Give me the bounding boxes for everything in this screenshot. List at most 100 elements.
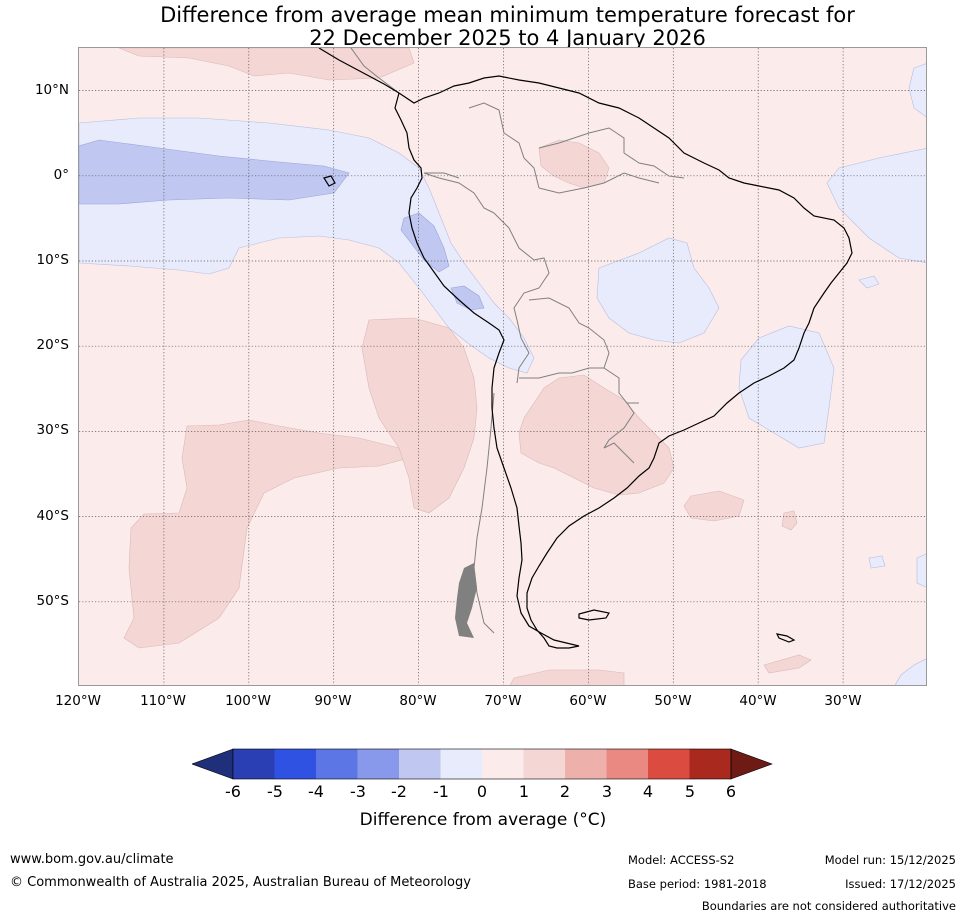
- colorbar-tick-label: 2: [559, 782, 571, 801]
- country-borders: [350, 48, 685, 634]
- lat-label-10s: 10°S: [36, 252, 70, 268]
- colorbar-bin: [689, 749, 731, 779]
- lon-label-100w: 100°W: [225, 693, 271, 709]
- colorbar-bin: [648, 749, 690, 779]
- cool-region-atlantic-small-1: [858, 275, 880, 289]
- lon-label-80w: 80°W: [399, 693, 437, 709]
- colorbar-bin: [274, 749, 316, 779]
- border-central-america: [350, 48, 400, 94]
- border-venezuela-guyana: [538, 127, 625, 153]
- colorbar-bin: [440, 749, 482, 779]
- border-colombia-venezuela: [468, 102, 540, 189]
- patagonia-islands: [455, 563, 477, 638]
- footer-model-run: Model run: 15/12/2025: [824, 853, 956, 867]
- cool-region-atlantic-ne: [908, 63, 926, 117]
- colorbar-label: Difference from average (°C): [359, 810, 607, 830]
- colorbar-tick-label: 5: [684, 782, 696, 801]
- colorbar-bin: [357, 749, 399, 779]
- border-uruguay: [603, 442, 635, 464]
- cool-region-atlantic-se: [916, 553, 926, 588]
- colorbar-tick-label: 1: [518, 782, 530, 801]
- colorbar-tick-label: -4: [308, 782, 324, 801]
- colorbar-tick-label: 4: [642, 782, 654, 801]
- colorbar-bin: [606, 749, 648, 779]
- colorbar-tick-label: -6: [225, 782, 241, 801]
- border-ecuador-peru: [423, 172, 495, 214]
- warm-region-south-pacific: [123, 419, 410, 649]
- colorbar-bin: [233, 749, 275, 779]
- colorbar-outline: [232, 748, 732, 780]
- colorbar-tick-label: 3: [601, 782, 613, 801]
- footer-issued: Issued: 17/12/2025: [845, 877, 956, 891]
- warm-region-atlantic-spot: [781, 510, 798, 531]
- border-peru-brazil: [493, 212, 550, 321]
- lat-label-40s: 40°S: [36, 508, 70, 524]
- colorbar: [192, 748, 773, 780]
- colorbar-extend-low: [192, 748, 234, 780]
- warm-region-southern-ocean: [763, 654, 812, 674]
- title-line-2: 22 December 2025 to 4 January 2026: [309, 26, 706, 50]
- cooler-region-peru-coast: [400, 212, 450, 273]
- lon-label-90w: 90°W: [314, 693, 352, 709]
- lat-label-30s: 30°S: [36, 422, 70, 438]
- lon-label-50w: 50°W: [654, 693, 692, 709]
- cool-region-atlantic-small-2: [868, 555, 886, 569]
- coast-central-america: [318, 48, 400, 94]
- border-colombia-ecuador: [424, 172, 460, 179]
- cooler-region-peru-south: [450, 285, 485, 311]
- coast-south-georgia: [775, 633, 796, 643]
- anomaly-cooler-regions: [79, 139, 485, 311]
- colorbar-tick-label: -1: [433, 782, 449, 801]
- border-bolivia-chile: [516, 352, 530, 384]
- lat-label-10n: 10°N: [34, 82, 69, 98]
- cool-region-atlantic-east: [826, 148, 926, 263]
- colorbar-bin: [565, 749, 607, 779]
- border-guianas: [623, 152, 685, 179]
- forecast-map: [78, 47, 927, 686]
- colorbar-bin: [399, 749, 441, 779]
- colorbar-tick-label: 6: [725, 782, 737, 801]
- colorbar-tick-label: -2: [391, 782, 407, 801]
- lon-label-40w: 40°W: [739, 693, 777, 709]
- lat-label-0: 0°: [53, 167, 69, 183]
- title-line-1: Difference from average mean minimum tem…: [160, 3, 855, 27]
- lon-label-30w: 30°W: [824, 693, 862, 709]
- cool-region-southern-small: [894, 658, 926, 685]
- footer-disclaimer: Boundaries are not considered authoritat…: [701, 899, 956, 913]
- graticule: [79, 48, 926, 685]
- colorbar-bin: [316, 749, 358, 779]
- border-argentina-brazil: [603, 402, 635, 449]
- map-title: Difference from average mean minimum tem…: [0, 4, 965, 50]
- coast-galapagos: [323, 175, 336, 187]
- border-argentina-bolivia: [519, 372, 572, 379]
- lon-label-60w: 60°W: [569, 693, 607, 709]
- coast-falklands: [578, 609, 610, 621]
- colorbar-tick-label: -5: [267, 782, 283, 801]
- footer-copyright: © Commonwealth of Australia 2025, Austra…: [10, 875, 471, 890]
- lon-label-70w: 70°W: [484, 693, 522, 709]
- warm-region-drake: [509, 669, 625, 685]
- cool-region-brazil-east: [738, 325, 835, 449]
- coast-south-america: [394, 75, 853, 649]
- warm-region-north-pacific: [118, 48, 415, 81]
- footer-website[interactable]: www.bom.gov.au/climate: [10, 852, 174, 867]
- border-peru-bolivia: [516, 319, 530, 354]
- lat-label-20s: 20°S: [36, 337, 70, 353]
- lat-label-50s: 50°S: [36, 593, 70, 609]
- map-svg: [79, 48, 926, 685]
- lon-label-110w: 110°W: [140, 693, 186, 709]
- warm-region-chile-coast: [361, 317, 478, 514]
- colorbar-tick-label: 0: [476, 782, 488, 801]
- colorbar-extend-high: [730, 748, 773, 780]
- warm-region-atlantic-south: [683, 490, 745, 522]
- colorbar-bin: [523, 749, 565, 779]
- border-bolivia-brazil: [528, 297, 610, 369]
- cooler-region-equatorial-pacific: [79, 139, 350, 205]
- colorbar-tick-label: -3: [350, 782, 366, 801]
- cool-region-brazil-central: [596, 237, 720, 344]
- coastline: [318, 48, 853, 649]
- border-chile-argentina: [473, 392, 495, 634]
- footer-model: Model: ACCESS-S2: [628, 853, 735, 867]
- lon-label-120w: 120°W: [55, 693, 101, 709]
- footer-base-period: Base period: 1981-2018: [628, 877, 767, 891]
